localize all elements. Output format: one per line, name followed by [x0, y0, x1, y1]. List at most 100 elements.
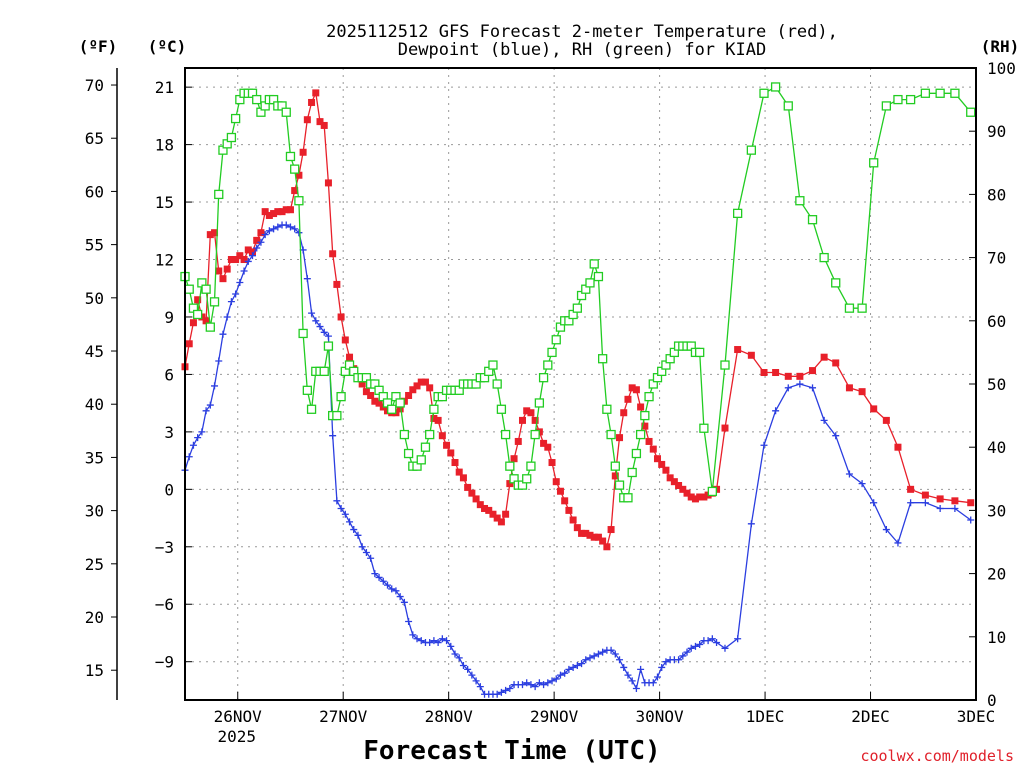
data-point: [606, 429, 616, 440]
data-point: [282, 221, 290, 229]
data-point: [417, 637, 425, 645]
data-point: [346, 518, 354, 526]
rh-tick-label: 50: [987, 375, 1006, 394]
data-point: [497, 688, 505, 696]
data-point: [206, 231, 214, 239]
data-point: [371, 570, 379, 578]
data-point: [409, 631, 417, 639]
data-point: [544, 679, 552, 687]
celsius-tick-label: 9: [164, 308, 174, 327]
data-point: [493, 514, 501, 522]
data-point: [236, 252, 244, 260]
data-point: [493, 690, 501, 698]
data-point: [252, 94, 262, 105]
data-point: [807, 215, 818, 225]
data-point: [358, 543, 366, 551]
data-point: [783, 101, 793, 111]
data-point: [561, 497, 569, 505]
fahrenheit-tick-label: 50: [85, 289, 104, 308]
data-point: [907, 485, 915, 493]
credit-label: coolwx.com/models: [860, 747, 1014, 765]
data-point: [332, 410, 342, 421]
data-point: [760, 441, 768, 449]
data-point: [497, 518, 505, 526]
data-point: [434, 639, 442, 647]
x-tick-label: 27NOV: [319, 707, 368, 726]
data-point: [396, 593, 404, 601]
rh-tick-label: 30: [987, 501, 1006, 520]
data-point: [637, 665, 645, 673]
data-point: [472, 677, 480, 685]
data-point: [306, 404, 317, 414]
data-point: [451, 650, 459, 658]
data-point: [607, 526, 615, 534]
data-point: [662, 658, 670, 666]
data-point: [481, 504, 489, 512]
data-point: [569, 663, 577, 671]
data-point: [202, 317, 210, 325]
data-point: [658, 460, 666, 468]
data-point: [620, 663, 628, 671]
data-point: [641, 422, 649, 430]
data-point: [336, 391, 346, 402]
data-point: [312, 317, 320, 325]
data-point: [485, 506, 493, 514]
data-point: [295, 229, 303, 237]
data-point: [610, 461, 620, 471]
data-point: [443, 637, 451, 645]
data-point: [784, 384, 792, 392]
data-point: [599, 537, 607, 545]
x-axis-title: Forecast Time (UTC): [363, 736, 660, 766]
data-point: [303, 116, 311, 124]
data-point: [951, 504, 959, 512]
data-point: [253, 244, 261, 252]
data-point: [230, 113, 241, 124]
data-point: [523, 407, 531, 415]
data-point: [905, 94, 916, 105]
data-point: [543, 360, 553, 370]
data-point: [312, 89, 320, 97]
data-point: [400, 598, 408, 606]
data-point: [316, 118, 324, 126]
data-point: [772, 407, 780, 415]
data-point: [295, 171, 303, 179]
data-point: [708, 635, 716, 643]
data-point: [857, 303, 867, 313]
data-point: [565, 506, 573, 514]
data-point: [582, 656, 590, 664]
data-point: [556, 671, 564, 679]
data-point: [201, 284, 211, 294]
data-point: [299, 148, 307, 156]
data-point: [189, 319, 197, 327]
data-point: [531, 683, 539, 691]
series-rh: [180, 82, 976, 503]
data-point: [628, 384, 636, 392]
data-point: [653, 455, 661, 463]
data-point: [522, 474, 532, 484]
x-tick-label: 30NOV: [636, 707, 685, 726]
celsius-tick-label: 15: [155, 193, 174, 212]
data-point: [518, 416, 526, 424]
data-point: [274, 223, 282, 231]
data-point: [907, 499, 915, 507]
data-point: [565, 665, 573, 673]
data-point: [308, 309, 316, 317]
data-point: [700, 493, 708, 501]
data-point: [858, 388, 866, 396]
data-point: [324, 179, 332, 187]
data-point: [845, 384, 853, 392]
data-point: [248, 252, 256, 260]
data-point: [796, 380, 804, 388]
celsius-tick-label: 12: [155, 251, 174, 270]
data-point: [286, 223, 294, 231]
data-point: [223, 313, 231, 321]
data-point: [535, 679, 543, 687]
data-point: [395, 398, 405, 408]
data-point: [500, 429, 511, 440]
data-point: [459, 474, 467, 482]
data-point: [358, 380, 366, 388]
data-point: [194, 296, 202, 304]
fahrenheit-tick-label: 60: [85, 182, 104, 201]
data-point: [506, 685, 514, 693]
axis-ticks: 211815129630−3−6−97065605550454035302520…: [85, 59, 1016, 746]
